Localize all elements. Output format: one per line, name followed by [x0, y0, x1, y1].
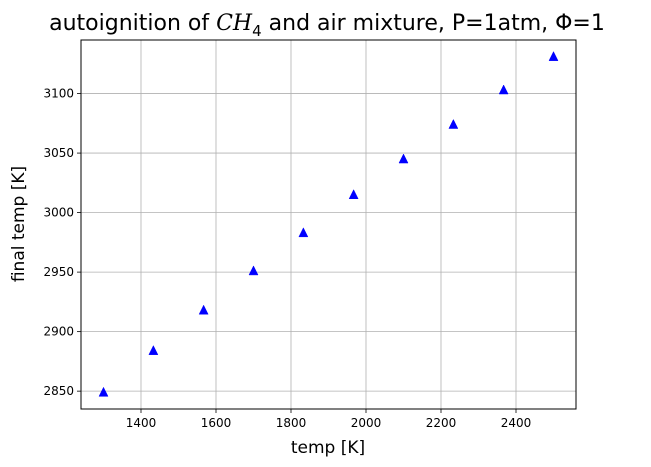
data-point-triangle	[398, 153, 409, 164]
x-tick-label: 2200	[426, 416, 457, 430]
data-point-triangle	[198, 304, 209, 315]
y-tick-label: 3100	[43, 87, 74, 101]
data-points	[98, 51, 559, 397]
axis-ticks: 1400 1600 1800 2000 2200 2400 2850 2900 2950 3000…	[43, 87, 531, 430]
chart-title: autoignition of CH4 and air mixture, P=1…	[49, 11, 605, 40]
y-tick-label: 3000	[43, 206, 74, 220]
x-tick-label: 1800	[276, 416, 307, 430]
x-tick-label: 2000	[351, 416, 382, 430]
data-point-triangle	[148, 345, 159, 355]
plot-area-frame	[80, 39, 577, 410]
x-tick-label: 1400	[126, 416, 157, 430]
x-tick-label: 2400	[501, 416, 532, 430]
x-axis-label: temp [K]	[291, 438, 365, 458]
y-tick-label: 2900	[43, 325, 74, 339]
data-point-triangle	[248, 265, 259, 276]
y-axis-label: final temp [K]	[9, 166, 29, 282]
grid-lines	[81, 40, 576, 409]
data-point-triangle	[298, 227, 309, 238]
y-tick-label: 2850	[43, 384, 74, 398]
y-tick-label: 2950	[43, 265, 74, 279]
x-tick-label: 1600	[201, 416, 232, 430]
data-point-triangle	[548, 51, 559, 61]
data-point-triangle	[498, 84, 509, 95]
data-point-triangle	[348, 189, 359, 199]
data-point-triangle	[448, 118, 459, 129]
data-point-triangle	[98, 386, 109, 397]
y-tick-label: 3050	[43, 146, 74, 160]
